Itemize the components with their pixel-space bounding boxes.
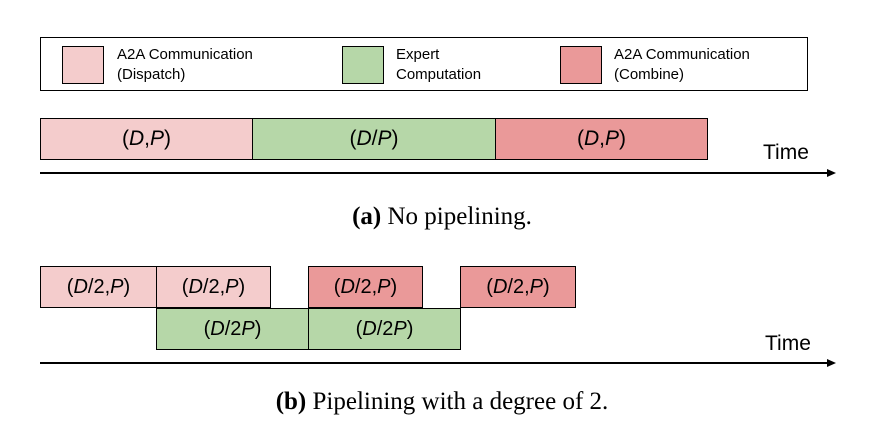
block-b-combine-2: (D/2, P) [460, 266, 576, 308]
block-a-expert: (D / P) [252, 118, 496, 160]
time-label-a: Time [763, 141, 809, 164]
legend-label-combine: A2A Communication (Combine) [614, 46, 750, 83]
legend-label-dispatch: A2A Communication (Dispatch) [117, 46, 253, 83]
time-axis-b [40, 362, 828, 364]
caption-b: (b) Pipelining with a degree of 2. [275, 388, 609, 415]
legend-swatch-dispatch [62, 46, 104, 84]
block-a-combine: (D, P) [495, 118, 708, 160]
time-label-b: Time [765, 332, 811, 355]
time-axis-a [40, 172, 828, 174]
legend-label-expert: Expert Computation [396, 46, 482, 83]
block-b-expert-1: (D/2 P) [156, 308, 309, 350]
block-b-combine-1: (D/2, P) [308, 266, 423, 308]
block-b-dispatch-2: (D/2, P) [156, 266, 271, 308]
caption-a: (a) No pipelining. [352, 203, 532, 230]
time-axis-b-arrowhead [827, 359, 836, 367]
block-a-dispatch: (D, P) [40, 118, 253, 160]
time-axis-a-arrowhead [827, 169, 836, 177]
legend-swatch-combine [560, 46, 602, 84]
block-b-dispatch-1: (D/2, P) [40, 266, 157, 308]
block-b-expert-2: (D/2 P) [308, 308, 461, 350]
legend-swatch-expert [342, 46, 384, 84]
legend-box: A2A Communication (Dispatch) Expert Comp… [40, 37, 808, 91]
